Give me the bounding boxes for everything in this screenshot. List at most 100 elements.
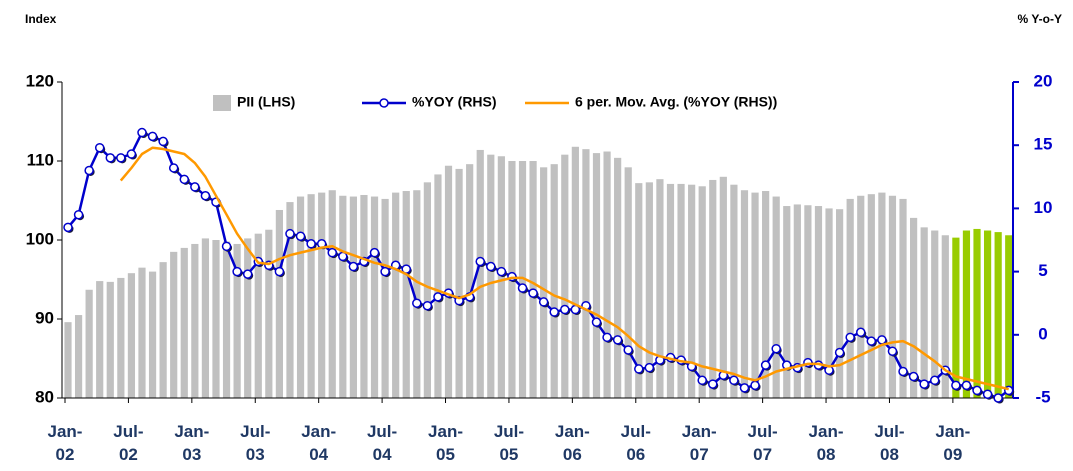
bar [571, 146, 579, 398]
marker [771, 343, 781, 354]
bar [920, 227, 928, 398]
legend-label: 6 per. Mov. Avg. (%YOY (RHS)) [575, 94, 777, 110]
bar [381, 198, 389, 398]
marker [486, 261, 496, 272]
bar [148, 271, 157, 398]
bar [233, 243, 241, 398]
bar [444, 165, 453, 398]
marker [877, 335, 887, 345]
marker [200, 191, 211, 201]
marker [951, 380, 961, 391]
bar [867, 194, 875, 398]
marker [750, 380, 760, 391]
bar [973, 228, 981, 398]
bar [275, 209, 283, 398]
x-tick-label: Jan-05 [428, 422, 463, 464]
bar [994, 232, 1002, 398]
marker [433, 292, 443, 302]
bar [666, 183, 675, 398]
line [119, 146, 1010, 391]
x-tick-label: Jul-02 [113, 422, 143, 464]
bar [910, 217, 918, 398]
bar [117, 277, 125, 398]
bar [106, 281, 114, 398]
bar [497, 156, 505, 398]
x-tick-label: Jan-09 [935, 422, 970, 464]
y-tick-label: 110 [27, 150, 54, 169]
bar [772, 196, 780, 398]
marker [242, 269, 253, 279]
y2-tick-label: 10 [1034, 198, 1053, 217]
marker [528, 288, 538, 298]
marker [348, 261, 359, 272]
bar [455, 168, 463, 398]
bar [730, 184, 738, 398]
marker [306, 239, 316, 249]
bar [614, 157, 622, 398]
marker [760, 360, 771, 370]
x-tick-label: Jan-06 [555, 422, 590, 464]
bar [318, 192, 326, 398]
y2-tick-label: -5 [1035, 387, 1050, 406]
bar [423, 182, 431, 398]
marker [412, 298, 422, 308]
marker [116, 153, 126, 163]
marker [285, 228, 295, 239]
marker [369, 247, 380, 258]
x-tick-label: Jan-03 [174, 422, 209, 464]
bar [740, 190, 749, 398]
bar [244, 238, 252, 398]
marker [591, 317, 602, 327]
marker [137, 127, 147, 138]
bar [709, 179, 717, 398]
bar [677, 183, 685, 398]
marker [94, 142, 105, 153]
marker [644, 362, 655, 373]
bar [603, 151, 611, 398]
x-tick-label: Jan-08 [809, 422, 844, 464]
y2-tick-label: 0 [1038, 324, 1047, 343]
bar [518, 161, 527, 398]
bar [476, 149, 484, 398]
bar [328, 190, 336, 398]
bar [550, 164, 558, 398]
bar [529, 161, 537, 398]
bar [85, 289, 93, 398]
bar [688, 184, 696, 398]
bar [836, 209, 844, 398]
bar [413, 190, 421, 398]
bar [159, 262, 167, 398]
marker [634, 364, 644, 374]
y2-tick-label: 20 [1034, 71, 1053, 90]
bar [201, 238, 210, 398]
bar [138, 267, 146, 398]
bar [582, 149, 590, 398]
marker [982, 389, 993, 399]
bar [762, 191, 770, 398]
marker [327, 247, 337, 258]
bar [561, 154, 569, 398]
bar [793, 204, 801, 398]
marker [560, 304, 570, 315]
bar [370, 196, 379, 398]
marker [168, 163, 179, 173]
bar [180, 247, 188, 398]
bar [64, 322, 72, 398]
marker [729, 375, 739, 386]
marker [538, 297, 549, 307]
marker [961, 380, 972, 391]
marker [496, 266, 507, 277]
bar [698, 186, 706, 398]
x-tick-label: Jul-08 [874, 422, 904, 464]
bar [96, 281, 104, 398]
bar [931, 230, 939, 398]
bar [307, 194, 315, 398]
bar [814, 206, 823, 398]
marker [929, 375, 940, 386]
bar [191, 243, 199, 398]
x-tick-label: Jan-07 [682, 422, 717, 464]
marker [708, 379, 718, 389]
bar [899, 198, 907, 398]
marker [887, 346, 898, 356]
